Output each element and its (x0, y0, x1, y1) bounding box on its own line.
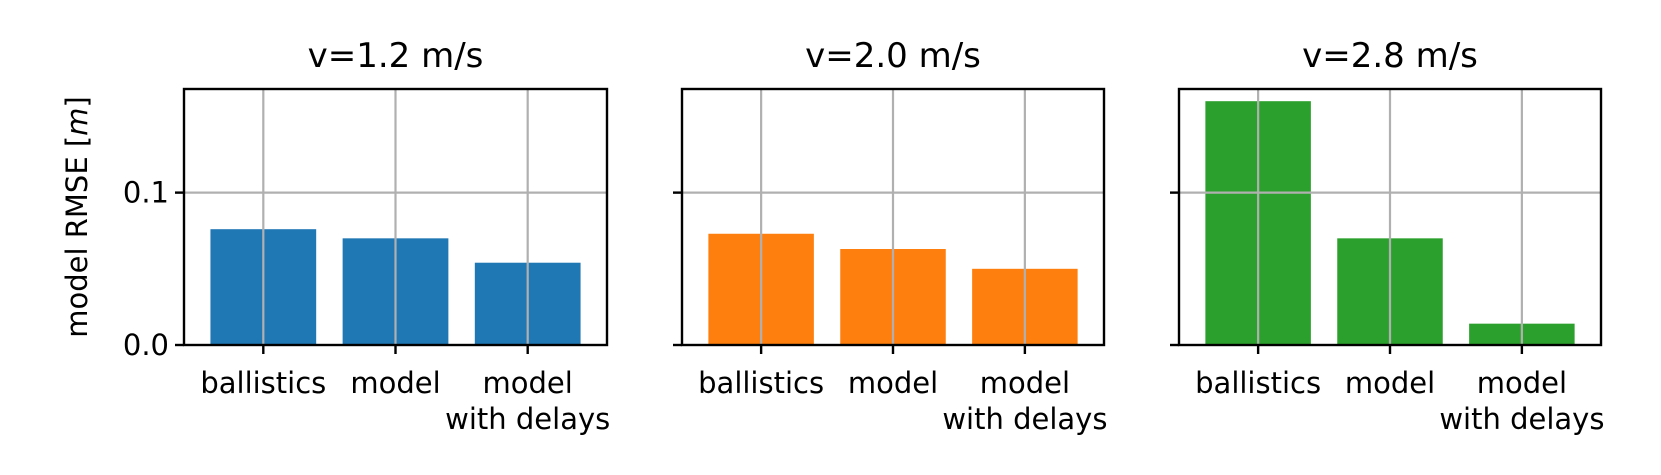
y-tick-label: 0.1 (123, 176, 169, 210)
subplot-1: v=1.2 m/s 0.0 0.1 ballistics model model with … (60, 36, 610, 436)
subplot-3: v=2.8 m/s ballistics model model with delays (1170, 36, 1604, 436)
x-tick-label: ballistics (200, 366, 326, 400)
x-tick-label: model with delays (445, 366, 610, 436)
subplot-title: v=2.0 m/s (805, 36, 981, 76)
y-axis-label: model RMSE [m] (60, 96, 94, 338)
x-tick-label: model with delays (1439, 366, 1604, 436)
x-tick-label: model (848, 366, 938, 400)
subplot-title: v=2.8 m/s (1302, 36, 1478, 76)
x-tick-label: ballistics (698, 366, 824, 400)
subplot-2: v=2.0 m/s ballistics model model with delays (673, 36, 1107, 436)
x-tick-label: model (350, 366, 440, 400)
x-tick-label: model with delays (942, 366, 1107, 436)
x-tick-label: ballistics (1195, 366, 1321, 400)
x-tick-label: model (1345, 366, 1435, 400)
y-tick-label: 0.0 (123, 328, 169, 362)
subplot-title: v=1.2 m/s (308, 36, 484, 76)
